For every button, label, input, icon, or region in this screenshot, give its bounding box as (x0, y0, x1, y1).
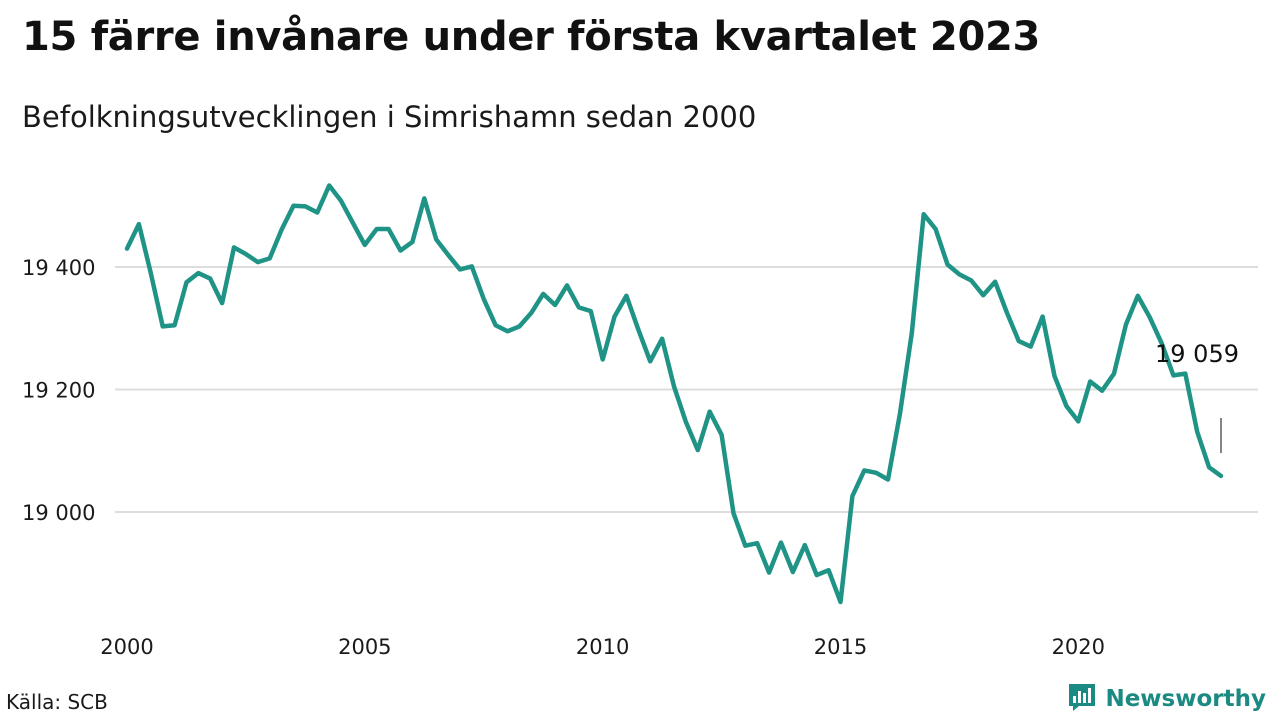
series-population (124, 183, 1224, 605)
bar-chart-logo-icon (1067, 682, 1097, 716)
x-axis-ticks: 2000 2005 2010 2015 2020 (100, 635, 1105, 659)
y-tick-label: 19 000 (22, 501, 95, 525)
brand-name: Newsworthy (1105, 686, 1266, 712)
chart-title: 15 färre invånare under första kvartalet… (22, 14, 1041, 60)
chart-subtitle: Befolkningsutvecklingen i Simrishamn sed… (22, 100, 757, 134)
gridlines (115, 266, 1258, 513)
x-tick-label: 2020 (1052, 635, 1105, 659)
x-tick-label: 2005 (338, 635, 391, 659)
y-tick-label: 19 200 (22, 379, 95, 403)
x-tick-label: 2010 (576, 635, 629, 659)
y-tick-label: 19 400 (22, 256, 95, 280)
end-label-group: 19 059 (1155, 340, 1239, 453)
end-value-label: 19 059 (1155, 340, 1239, 368)
x-tick-label: 2015 (814, 635, 867, 659)
y-axis-ticks: 19 000 19 200 19 400 (22, 256, 95, 525)
x-tick-label: 2000 (100, 635, 153, 659)
brand-logo[interactable]: Newsworthy (1067, 682, 1266, 716)
series-line (124, 183, 1224, 605)
source-note: Källa: SCB (6, 690, 108, 714)
